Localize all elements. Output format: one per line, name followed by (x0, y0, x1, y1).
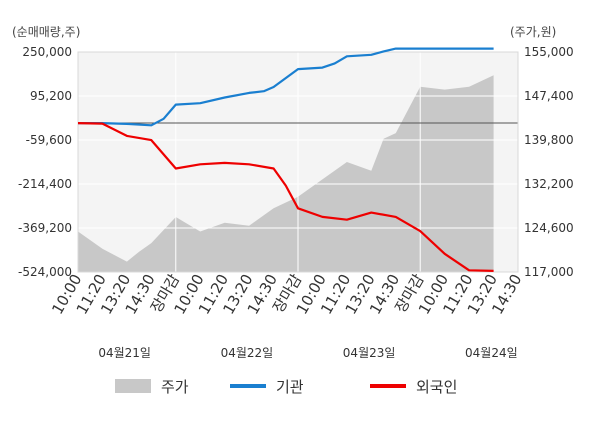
left-y-axis: 250,000 95,200 -59,600 -214,400 -369,200 -524… (18, 45, 72, 279)
legend-item-foreign: 외국인 (370, 372, 457, 400)
left-axis-title: (순매매량,주) (12, 25, 80, 39)
right-tick-label: 124,600 (524, 221, 574, 235)
day-label: 04월22일 (221, 346, 274, 360)
legend-label-foreign: 외국인 (416, 377, 458, 396)
right-tick-label: 155,000 (524, 45, 574, 59)
right-y-axis: 155,000 147,400 139,800 132,200 124,600 117,0… (524, 45, 574, 279)
grid-lines (77, 51, 519, 273)
day-label: 04월23일 (343, 346, 396, 360)
plot-border (77, 51, 519, 273)
series-line (77, 122, 494, 272)
left-tick-label: -59,600 (26, 133, 72, 147)
legend-swatch-institution (230, 384, 266, 388)
left-tick-label: -369,200 (18, 221, 72, 235)
legend-label-price: 주가 (161, 377, 189, 396)
legend-swatch-foreign (370, 384, 406, 388)
legend-swatch-price (115, 379, 151, 393)
day-label: 04월24일 (465, 346, 518, 360)
right-tick-label: 147,400 (524, 89, 574, 103)
right-axis-title: (주가,원) (510, 25, 556, 39)
day-label: 04월21일 (98, 346, 151, 360)
price-area (78, 75, 494, 272)
left-tick-label: 250,000 (22, 45, 72, 59)
legend-item-price: 주가 (115, 372, 189, 400)
legend-label-institution: 기관 (276, 377, 304, 396)
day-labels: 04월21일 04월22일 04월23일 04월24일 (98, 346, 517, 360)
right-tick-label: 117,000 (524, 265, 574, 279)
right-tick-label: 139,800 (524, 133, 574, 147)
left-tick-label: -524,000 (18, 265, 72, 279)
legend-item-institution: 기관 (230, 372, 304, 400)
series-lines (77, 47, 494, 272)
series-line (78, 47, 494, 127)
left-tick-label: -214,400 (18, 177, 72, 191)
price-area-shape (78, 75, 494, 272)
x-axis: 10:0011:2013:2014:30장마감10:0011:2013:2014… (48, 271, 525, 318)
legend: 주가 기관 외국인 (0, 372, 600, 400)
left-tick-label: 95,200 (30, 89, 72, 103)
right-tick-label: 132,200 (524, 177, 574, 191)
